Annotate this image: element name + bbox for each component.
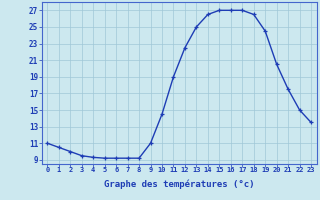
X-axis label: Graphe des températures (°c): Graphe des températures (°c) (104, 179, 254, 189)
